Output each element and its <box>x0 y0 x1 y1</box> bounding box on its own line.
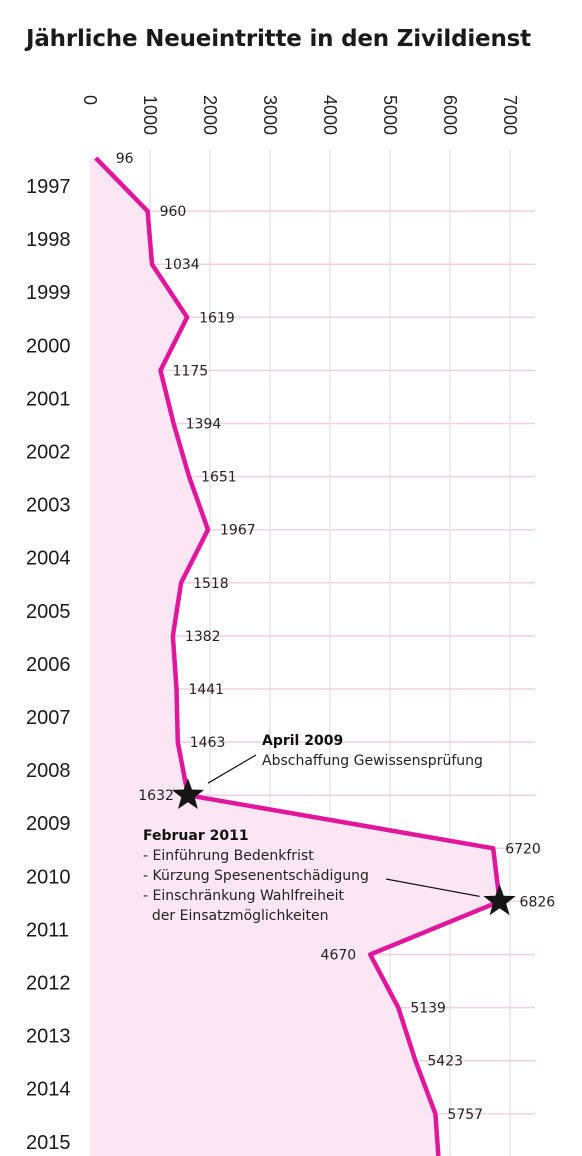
data-label: 1463 <box>190 735 226 751</box>
annotation-title: Februar 2011 <box>143 828 249 844</box>
data-label: 1632 <box>138 788 174 804</box>
annotation-leader-line <box>207 754 257 784</box>
data-label: 6720 <box>505 841 541 857</box>
data-label: 5757 <box>447 1107 483 1123</box>
chart-title: Jährliche Neueintritte in den Zivildiens… <box>26 26 531 52</box>
data-label: 1175 <box>173 363 209 379</box>
x-tick-label: 3000 <box>260 95 280 135</box>
annotation-line: der Einsatzmöglichkeiten <box>143 908 328 924</box>
year-label: 2002 <box>26 442 71 464</box>
annotation-line: - Kürzung Spesenentschädigung <box>143 868 369 884</box>
year-label: 2005 <box>26 601 71 623</box>
year-label: 2009 <box>26 813 71 835</box>
year-label: 2007 <box>26 707 71 729</box>
year-label: 2000 <box>26 335 71 357</box>
x-tick-label: 7000 <box>500 95 520 135</box>
data-label: 1518 <box>193 576 229 592</box>
x-tick-label: 6000 <box>440 95 460 135</box>
x-tick-label: 4000 <box>320 95 340 135</box>
data-label: 1382 <box>185 629 221 645</box>
x-tick-label: 1000 <box>140 95 160 135</box>
year-label: 2003 <box>26 495 71 517</box>
data-label: 4670 <box>321 948 357 964</box>
x-tick-label: 5000 <box>380 95 400 135</box>
year-label: 2001 <box>26 388 71 410</box>
data-label: 1394 <box>186 417 222 433</box>
year-label: 1997 <box>26 176 71 198</box>
data-label: 5139 <box>410 1001 446 1017</box>
year-label: 2008 <box>26 760 71 782</box>
data-label: 1034 <box>164 257 200 273</box>
year-label: 2015 <box>26 1132 71 1154</box>
annotation-title: April 2009 <box>262 733 343 749</box>
x-tick-label: 0 <box>80 95 100 105</box>
year-label: 1998 <box>26 229 71 251</box>
year-label: 2004 <box>26 548 71 570</box>
year-label: 2010 <box>26 866 71 888</box>
year-label: 1999 <box>26 282 71 304</box>
data-label: 6826 <box>520 894 556 910</box>
data-label: 1619 <box>199 310 235 326</box>
data-label: 5423 <box>427 1054 463 1070</box>
year-label: 2011 <box>26 919 69 941</box>
data-label: 96 <box>116 151 134 167</box>
year-label: 2013 <box>26 1026 71 1048</box>
series-line <box>94 156 502 1156</box>
annotation-line: - Einführung Bedenkfrist <box>143 848 314 864</box>
annotation-leader-line <box>385 878 480 897</box>
star-marker <box>483 884 516 916</box>
data-label: 1651 <box>201 470 237 486</box>
year-label: 2014 <box>26 1079 71 1101</box>
data-label: 960 <box>160 204 187 220</box>
year-label: 2006 <box>26 654 71 676</box>
data-label: 1441 <box>188 682 224 698</box>
x-tick-label: 2000 <box>200 95 220 135</box>
year-label: 2012 <box>26 973 71 995</box>
star-marker <box>171 778 205 809</box>
annotation-line: Abschaffung Gewissensprüfung <box>262 753 483 769</box>
area-fill <box>90 158 500 1156</box>
data-label: 1967 <box>220 523 256 539</box>
annotation-line: - Einschränkung Wahlfreiheit <box>143 888 344 904</box>
